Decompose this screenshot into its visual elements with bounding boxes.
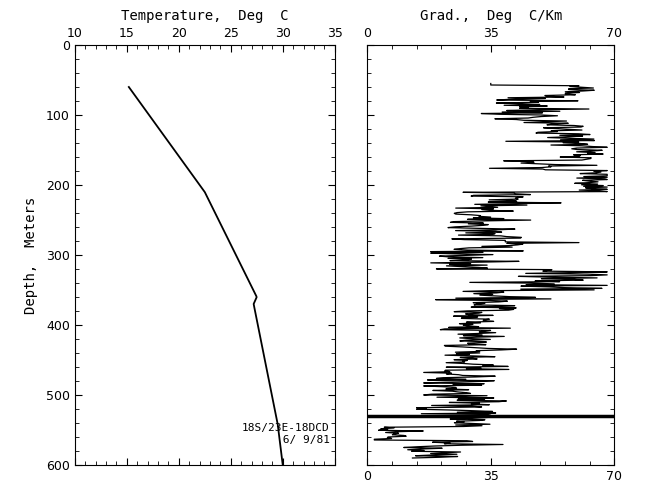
X-axis label: Temperature,  Deg  C: Temperature, Deg C xyxy=(121,9,289,23)
X-axis label: Grad.,  Deg  C/Km: Grad., Deg C/Km xyxy=(419,9,562,23)
Text: 18S/23E-18DCD
 6/ 9/81: 18S/23E-18DCD 6/ 9/81 xyxy=(242,423,330,444)
Y-axis label: Depth,  Meters: Depth, Meters xyxy=(23,196,38,314)
